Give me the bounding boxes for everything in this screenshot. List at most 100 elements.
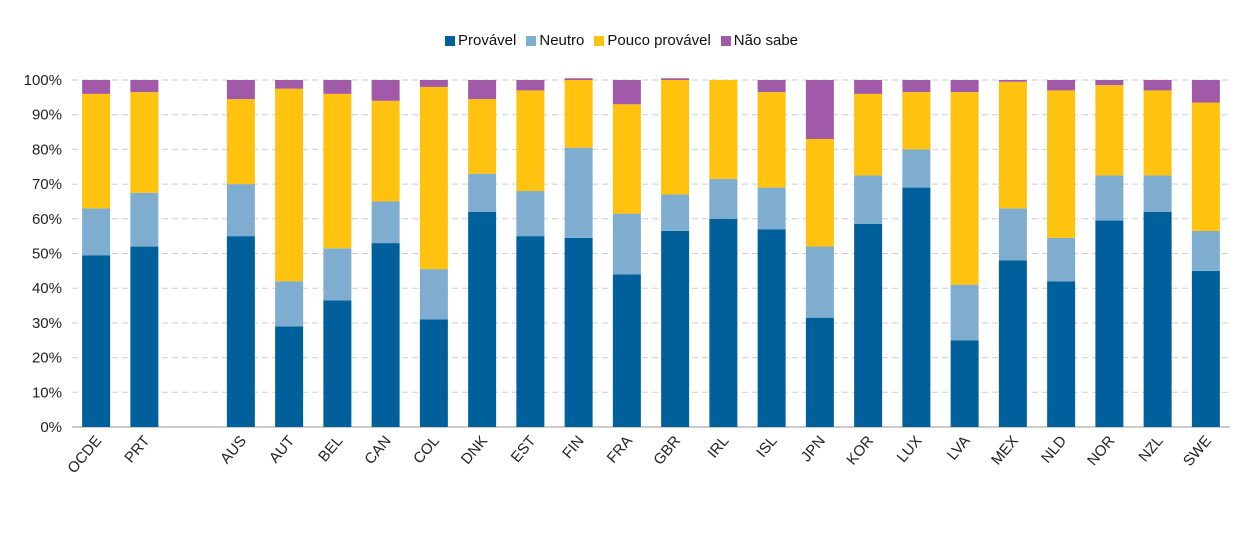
- bar-segment: [950, 80, 979, 93]
- bar-segment: [902, 80, 931, 93]
- y-tick-label: 80%: [32, 141, 62, 158]
- bar-segment: [468, 99, 497, 174]
- bar-segment: [661, 194, 690, 231]
- legend-swatch-pouco-provavel: [594, 35, 605, 46]
- legend-swatch-nao-sabe: [720, 35, 731, 46]
- bar-segment: [468, 173, 497, 212]
- bar-segment: [226, 80, 255, 100]
- bar-segment: [516, 90, 545, 192]
- legend-swatch-neutro: [526, 35, 537, 46]
- bar-segment: [854, 93, 883, 176]
- bar-segment: [1047, 281, 1076, 427]
- bar-segment: [757, 80, 786, 93]
- legend-label-neutro: Neutro: [539, 32, 585, 49]
- legend-item-pouco-provavel: Pouco provável: [594, 32, 711, 49]
- bar-segment: [805, 138, 834, 247]
- bar-segment: [612, 104, 641, 214]
- bar-segment: [130, 80, 159, 93]
- legend-label-pouco-provavel: Pouco provável: [607, 32, 711, 49]
- bar-segment: [661, 230, 690, 427]
- bar-segment: [1143, 175, 1172, 212]
- bar-segment: [612, 274, 641, 427]
- bar-segment: [1191, 230, 1220, 271]
- bar-segment: [468, 80, 497, 100]
- legend: Provável Neutro Pouco provável Não sabe: [445, 32, 808, 49]
- x-tick-label: AUS: [217, 433, 250, 468]
- bar-segment: [1095, 80, 1124, 86]
- y-tick-label: 10%: [32, 384, 62, 401]
- bar-segment: [1143, 90, 1172, 176]
- bar-segment: [516, 236, 545, 427]
- bar-segment: [1191, 270, 1220, 427]
- bar-segment: [1095, 175, 1124, 221]
- y-tick-label: 100%: [24, 72, 62, 89]
- bar-segment: [323, 248, 352, 301]
- x-tick-label: MEX: [988, 433, 1022, 469]
- bar-segment: [419, 319, 448, 427]
- x-tick-label: LUX: [894, 433, 926, 466]
- x-tick-label: JPN: [798, 433, 829, 466]
- x-tick-label: FRA: [604, 433, 636, 467]
- bar-segment: [661, 80, 690, 195]
- bar-segment: [82, 80, 111, 94]
- y-tick-label: 90%: [32, 107, 62, 124]
- bar-segment: [709, 218, 738, 427]
- x-tick-label: GBR: [650, 433, 684, 469]
- x-tick-label: CAN: [361, 433, 394, 468]
- x-tick-label: NOR: [1084, 433, 1119, 470]
- bar-segment: [130, 192, 159, 247]
- x-tick-label: FIN: [559, 433, 588, 462]
- bar-segment: [709, 178, 738, 219]
- y-tick-label: 70%: [32, 176, 62, 193]
- bar-segment: [130, 92, 159, 193]
- x-tick-label: NZL: [1135, 433, 1166, 466]
- bar-segment: [757, 187, 786, 230]
- bar-segment: [998, 208, 1027, 261]
- y-tick-label: 20%: [32, 350, 62, 367]
- bar-segment: [226, 99, 255, 185]
- bar-segment: [950, 92, 979, 285]
- bar-segment: [323, 300, 352, 427]
- bar-segment: [1047, 80, 1076, 91]
- bar-segment: [516, 191, 545, 237]
- bar-segment: [419, 80, 448, 87]
- legend-item-nao-sabe: Não sabe: [720, 32, 798, 49]
- bar-segment: [323, 80, 352, 94]
- x-tick-label: AUT: [266, 433, 298, 467]
- bar-segment: [226, 236, 255, 427]
- x-tick-label: KOR: [843, 433, 877, 469]
- bar-segment: [371, 80, 400, 101]
- x-tick-label: NLD: [1038, 433, 1070, 467]
- bar-segment: [516, 80, 545, 91]
- bar-segment: [661, 78, 690, 80]
- bar-segment: [564, 78, 593, 80]
- bar-segment: [612, 213, 641, 275]
- bar-segment: [419, 86, 448, 270]
- bar-segment: [1095, 220, 1124, 427]
- bar-segment: [371, 201, 400, 244]
- bar-segment: [902, 187, 931, 427]
- bar-segment: [275, 326, 304, 427]
- bar-segment: [950, 284, 979, 341]
- bar-segment: [1191, 102, 1220, 231]
- bar-segment: [323, 93, 352, 249]
- bar-segment: [419, 269, 448, 320]
- x-tick-label: DNK: [458, 433, 491, 468]
- bar-segment: [82, 208, 111, 256]
- bar-segment: [82, 255, 111, 427]
- bar-segment: [1047, 237, 1076, 282]
- bar-segment: [1143, 80, 1172, 91]
- bar-segment: [998, 80, 1027, 82]
- bar-segment: [902, 149, 931, 188]
- bar-segment: [564, 80, 593, 148]
- bar-segment: [950, 340, 979, 427]
- y-tick-label: 40%: [32, 280, 62, 297]
- legend-label-provavel: Provável: [458, 32, 517, 49]
- bar-segment: [564, 237, 593, 427]
- x-tick-label: LVA: [944, 433, 974, 464]
- x-tick-label: EST: [508, 433, 540, 466]
- bar-segment: [998, 260, 1027, 427]
- x-tick-label: PRT: [121, 433, 153, 467]
- bar-segment: [805, 317, 834, 427]
